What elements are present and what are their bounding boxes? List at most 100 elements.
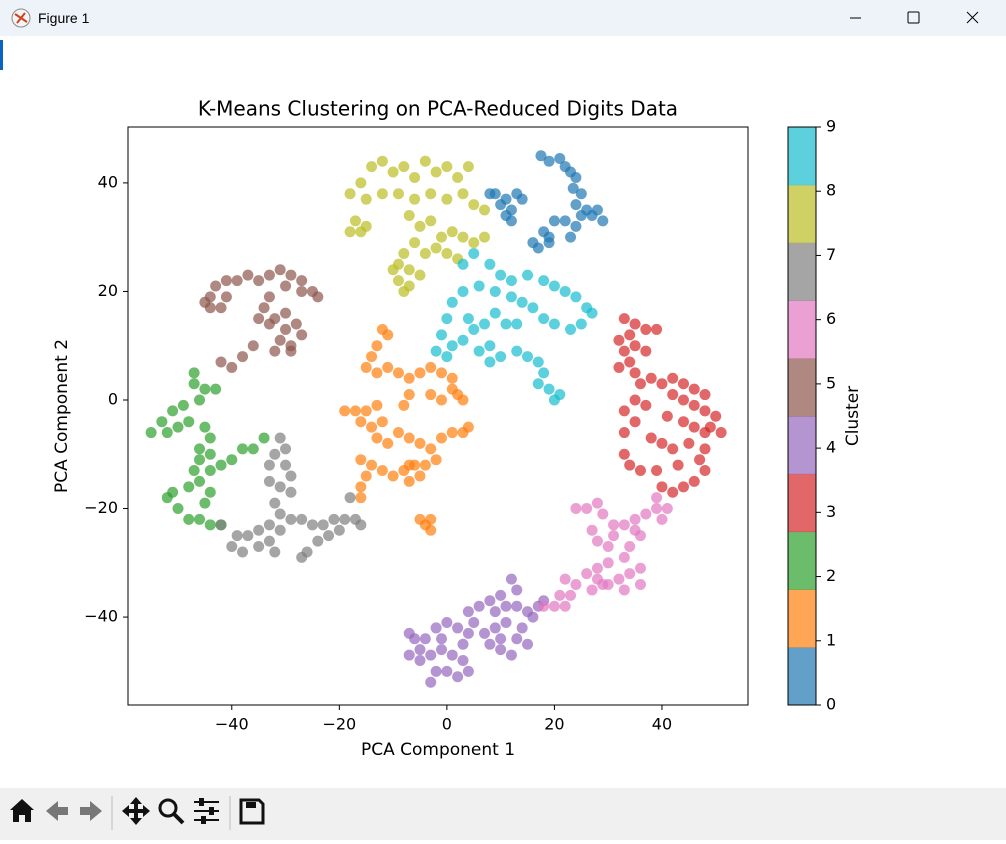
scatter-point [285, 513, 297, 525]
scatter-point [462, 606, 474, 618]
scatter-point [452, 671, 464, 683]
scatter-point [188, 378, 200, 390]
scatter-point [403, 627, 415, 639]
colorbar-segment [788, 416, 816, 475]
scatter-point [581, 503, 593, 515]
scatter-point [161, 427, 173, 439]
y-tick-label: 20 [98, 281, 118, 300]
scatter-point [441, 247, 453, 259]
scatter-point [473, 280, 485, 292]
scatter-point [269, 497, 281, 509]
scatter-point [672, 459, 684, 471]
scatter-point [516, 296, 528, 308]
scatter-point [667, 443, 679, 455]
scatter-point [355, 416, 367, 428]
scatter-point [360, 193, 372, 205]
scatter-point [296, 329, 308, 341]
scatter-point [602, 557, 614, 569]
scatter-point [204, 432, 216, 444]
scatter-point [624, 541, 636, 553]
scatter-point [677, 394, 689, 406]
scatter-point [505, 215, 517, 227]
scatter-point [237, 546, 249, 558]
scatter-point [425, 676, 437, 688]
configure-button[interactable] [194, 801, 219, 821]
scatter-point [694, 454, 706, 466]
pan-button[interactable] [122, 797, 150, 825]
scatter-point [629, 367, 641, 379]
scatter-point [495, 199, 507, 211]
scatter-point [430, 166, 442, 178]
scatter-point [403, 209, 415, 221]
scatter-point [462, 627, 474, 639]
scatter-point [376, 188, 388, 200]
scatter-point [629, 513, 641, 525]
scatter-point [538, 226, 550, 238]
scatter-point [527, 237, 539, 249]
scatter-point [269, 546, 281, 558]
x-tick-label: 0 [442, 715, 452, 734]
scatter-point [194, 513, 206, 525]
scatter-point [538, 313, 550, 325]
zoom-button[interactable] [158, 798, 178, 818]
colorbar-segment [788, 300, 816, 359]
save-button[interactable] [239, 798, 265, 825]
scatter-point [156, 416, 168, 428]
scatter-point [500, 318, 512, 330]
figure: K-Means Clustering on PCA-Reduced Digits… [0, 36, 1006, 788]
scatter-point [505, 573, 517, 585]
scatter-point [522, 638, 534, 650]
scatter-point [435, 633, 447, 645]
scatter-point [441, 665, 453, 677]
back-button[interactable] [46, 801, 68, 821]
close-button[interactable] [966, 11, 979, 24]
scatter-point [538, 367, 550, 379]
scatter-point [489, 307, 501, 319]
scatter-point [457, 334, 469, 346]
scatter-point [495, 644, 507, 656]
scatter-point [215, 519, 227, 531]
scatter-point [591, 497, 603, 509]
scatter-point [435, 432, 447, 444]
scatter-point [269, 448, 281, 460]
scatter-point [634, 562, 646, 574]
zoom-button-handle [172, 812, 185, 825]
scatter-point [554, 152, 566, 164]
scatter-point [624, 329, 636, 341]
scatter-point [430, 622, 442, 634]
scatter-point [403, 649, 415, 661]
maximize-button[interactable] [907, 11, 920, 24]
scatter-point [253, 275, 265, 287]
scatter-point [204, 519, 216, 531]
scatter-point [538, 275, 550, 287]
scatter-point [430, 665, 442, 677]
scatter-point [457, 188, 469, 200]
scatter-point [215, 356, 227, 368]
title-bar-icons [11, 8, 979, 28]
scatter-point [699, 443, 711, 455]
scatter-point [484, 258, 496, 270]
scatter-point [468, 199, 480, 211]
scatter-point [591, 562, 603, 574]
x-tick-label: 20 [544, 715, 564, 734]
scatter-point [688, 399, 700, 411]
scatter-point [661, 410, 673, 422]
home-button[interactable] [10, 799, 34, 822]
forward-button[interactable] [80, 801, 102, 821]
scatter-point [554, 389, 566, 401]
x-tick-label: 40 [652, 715, 672, 734]
scatter-point [194, 475, 206, 487]
scatter-point [640, 508, 652, 520]
scatter-point [677, 481, 689, 493]
scatter-point [441, 161, 453, 173]
scatter-point [355, 454, 367, 466]
scatter-point [511, 633, 523, 645]
scatter-point [199, 497, 211, 509]
scatter-point [495, 633, 507, 645]
scatter-point [280, 459, 292, 471]
scatter-point [591, 535, 603, 547]
scatter-point [516, 193, 528, 205]
scatter-point [371, 340, 383, 352]
scatter-point [145, 427, 157, 439]
scatter-point [446, 427, 458, 439]
